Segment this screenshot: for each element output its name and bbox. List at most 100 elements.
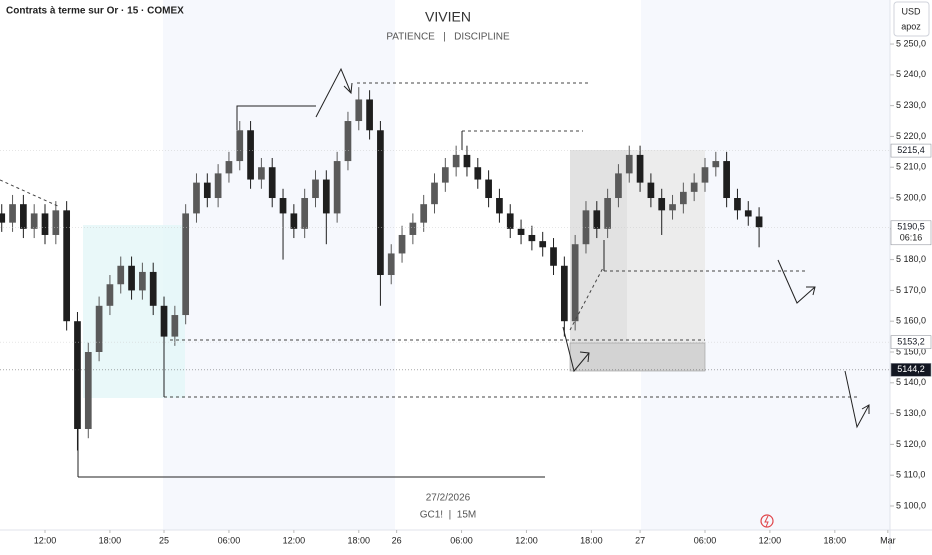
candle-body bbox=[225, 161, 233, 174]
candle-body bbox=[290, 213, 298, 229]
y-tick-label: 5 210,0 bbox=[896, 162, 926, 172]
candle-body bbox=[517, 228, 525, 235]
candle-body bbox=[268, 167, 276, 199]
candle-body bbox=[9, 204, 16, 223]
candle-body bbox=[690, 182, 698, 192]
candle-body bbox=[139, 271, 146, 291]
y-tick-label: 5 140,0 bbox=[896, 377, 926, 387]
flash-icon[interactable] bbox=[760, 514, 774, 528]
y-tick-label: 5 130,0 bbox=[896, 408, 926, 418]
candle-body bbox=[95, 305, 103, 352]
chart-title: VIVIEN bbox=[425, 9, 471, 25]
candle-body bbox=[258, 167, 265, 180]
price-label-box bbox=[890, 143, 932, 158]
date-label: 27/2/2026 bbox=[426, 493, 471, 504]
x-tick-label: 06:00 bbox=[694, 535, 717, 545]
candle-body bbox=[409, 222, 417, 235]
candle-body bbox=[377, 130, 384, 276]
candle-body bbox=[701, 167, 709, 183]
y-tick-label: 5 200,0 bbox=[896, 192, 926, 202]
candle-body bbox=[84, 351, 92, 429]
candle-body bbox=[604, 198, 611, 229]
x-tick-label: 27 bbox=[635, 535, 645, 545]
candle-body bbox=[20, 204, 27, 229]
candle-body bbox=[117, 265, 125, 285]
axes: 5 100,0 5 110,0 5 120,0 5 130,0 5 140,0 5 150… bbox=[0, 38, 932, 545]
price-label-box bbox=[890, 363, 932, 377]
y-tick-label: 5 100,0 bbox=[896, 500, 926, 510]
arrow bbox=[844, 370, 870, 429]
arrow-head bbox=[806, 286, 816, 296]
y-tick-label: 5 220,0 bbox=[896, 131, 926, 141]
x-tick-label: 06:00 bbox=[218, 535, 241, 545]
candle-body bbox=[496, 198, 503, 214]
candle-body bbox=[734, 198, 741, 211]
candle-body bbox=[301, 198, 309, 229]
y-tick-label: 5 160,0 bbox=[896, 316, 926, 326]
price-label: 5215,4 bbox=[897, 145, 925, 155]
y-tick-label: 5 230,0 bbox=[896, 100, 926, 110]
candle-body bbox=[441, 167, 449, 183]
price-label-box bbox=[890, 335, 932, 349]
candle-body bbox=[593, 210, 601, 229]
candle-body bbox=[52, 210, 60, 235]
currency-button[interactable] bbox=[893, 1, 930, 37]
candle-body bbox=[128, 265, 135, 291]
candle-body bbox=[615, 173, 622, 199]
y-tick-label: 5 170,0 bbox=[896, 285, 926, 295]
candle-body bbox=[344, 121, 352, 162]
candle-body bbox=[539, 241, 547, 248]
price-label-box bbox=[890, 220, 932, 246]
x-tick-label: 18:00 bbox=[580, 535, 603, 545]
flash-icon-bolt bbox=[764, 515, 769, 528]
x-tick-label: 12:00 bbox=[759, 535, 782, 545]
candle-body bbox=[41, 213, 49, 235]
candle-body bbox=[712, 161, 720, 168]
candle-body bbox=[312, 179, 319, 199]
x-tick-label: 25 bbox=[159, 535, 169, 545]
candle-body bbox=[463, 154, 471, 168]
candle-body bbox=[279, 198, 287, 214]
zone-box bbox=[569, 342, 706, 372]
x-tick-label: Mar bbox=[880, 535, 896, 545]
candle-body bbox=[247, 130, 254, 180]
candle-body bbox=[333, 161, 341, 214]
candle-body bbox=[160, 305, 168, 337]
arrow bbox=[562, 326, 590, 373]
candle-body bbox=[398, 234, 406, 254]
candle-body bbox=[528, 234, 536, 242]
candle-body bbox=[755, 216, 763, 228]
x-tick-label: 18:00 bbox=[824, 535, 847, 545]
x-tick-label: 12:00 bbox=[34, 535, 57, 545]
chart-subtitle: PATIENCE | DISCIPLINE bbox=[386, 32, 510, 43]
candle-body bbox=[571, 244, 579, 322]
trend-line bbox=[236, 105, 316, 130]
candle-body bbox=[658, 198, 666, 211]
x-tick-label: 18:00 bbox=[99, 535, 122, 545]
y-tick-label: 5 150,0 bbox=[896, 346, 926, 356]
candle-body bbox=[723, 161, 730, 199]
arrow-head bbox=[579, 351, 590, 363]
candle-body bbox=[74, 321, 81, 429]
session-band bbox=[163, 0, 395, 530]
price-countdown: 06:16 bbox=[900, 233, 923, 243]
x-tick-label: 12:00 bbox=[515, 535, 538, 545]
candle-body bbox=[182, 213, 190, 316]
plot bbox=[0, 87, 763, 451]
candle-body bbox=[485, 179, 492, 199]
candle-body bbox=[387, 253, 395, 276]
candle-body bbox=[506, 213, 514, 229]
candle-body bbox=[203, 182, 211, 199]
candle-body bbox=[560, 265, 568, 322]
symbol-title: Contrats à terme sur Or · 15 · COMEX bbox=[6, 6, 184, 17]
candle-body bbox=[236, 130, 244, 162]
price-label: 5153,2 bbox=[897, 337, 925, 347]
candle-body bbox=[431, 182, 438, 205]
candle-body bbox=[214, 173, 222, 199]
candle-body bbox=[0, 213, 6, 223]
arrow-head bbox=[861, 404, 870, 414]
candle-body bbox=[669, 204, 676, 211]
candle-body bbox=[355, 99, 363, 122]
price-label: 5190,5 bbox=[897, 222, 925, 232]
